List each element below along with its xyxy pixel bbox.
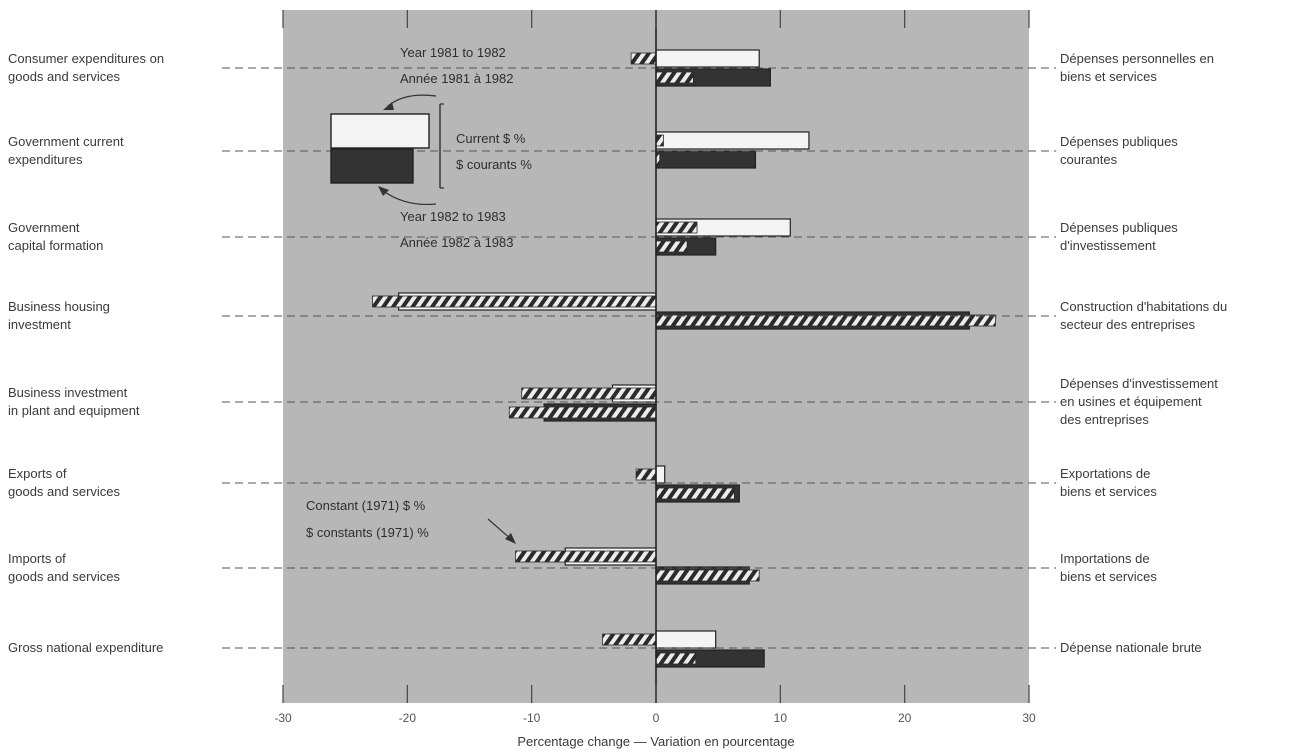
label-en-4-0: Business investment	[8, 385, 128, 400]
leader-lines	[222, 67, 1056, 649]
label-fr-6-1: biens et services	[1060, 569, 1157, 584]
label-fr-0-1: biens et services	[1060, 69, 1157, 84]
bar-constant-1981-1982-4	[521, 387, 657, 400]
label-en-1-1: expenditures	[8, 152, 83, 167]
label-fr-6-0: Importations de	[1060, 551, 1150, 566]
label-en-6-0: Imports of	[8, 551, 66, 566]
tick-label-5: 20	[898, 711, 912, 725]
tick-label-4: 10	[774, 711, 788, 725]
legend-year2: Year 1982 to 1983	[400, 209, 506, 224]
legend-constants: $ constants (1971) %	[306, 525, 429, 540]
bar-current-1981-1982-1	[655, 131, 810, 150]
legend-arrowhead-top	[383, 102, 394, 110]
label-en-4-1: in plant and equipment	[8, 403, 140, 418]
label-en-5-0: Exports of	[8, 466, 67, 481]
tick-label-2: -10	[523, 711, 541, 725]
legend-annee2: Année 1982 à 1983	[400, 235, 514, 250]
bar-constant-1981-1982-0	[630, 52, 657, 65]
legend-constant-arrowhead	[505, 533, 516, 544]
bar-constant-1982-1983-4	[508, 406, 657, 419]
label-en-3-0: Business housing	[8, 299, 110, 314]
english-category-labels: Consumer expenditures on goods and servic…	[8, 51, 164, 655]
tick-label-6: 30	[1022, 711, 1036, 725]
label-fr-4-1: en usines et équipement	[1060, 394, 1202, 409]
label-en-3-1: investment	[8, 317, 71, 332]
label-fr-1-0: Dépenses publiques	[1060, 134, 1178, 149]
label-fr-4-2: des entreprises	[1060, 412, 1149, 427]
bar-constant-1982-1983-0	[655, 71, 694, 84]
bar-constant-1981-1982-3	[372, 295, 657, 308]
label-en-5-1: goods and services	[8, 484, 121, 499]
label-en-1-0: Government current	[8, 134, 124, 149]
bar-current-1981-1982-0	[655, 49, 760, 68]
bar-constant-1981-1982-5	[635, 468, 657, 481]
label-fr-2-1: d'investissement	[1060, 238, 1156, 253]
label-en-0-1: goods and services	[8, 69, 121, 84]
bar-constant-1982-1983-7	[655, 652, 697, 665]
tick-label-0: -30	[274, 711, 292, 725]
bar-constant-1981-1982-7	[602, 633, 657, 646]
tick-label-1: -20	[399, 711, 417, 725]
bars-layer	[372, 49, 996, 668]
legend-annee1: Année 1981 à 1982	[400, 71, 514, 86]
legend-courants: $ courants %	[456, 157, 532, 172]
label-fr-3-1: secteur des entreprises	[1060, 317, 1196, 332]
label-fr-7-0: Dépense nationale brute	[1060, 640, 1202, 655]
bar-constant-1982-1983-6	[655, 569, 760, 582]
tick-label-3: 0	[653, 711, 660, 725]
legend-bracket-ends	[440, 103, 444, 189]
label-en-7-0: Gross national expenditure	[8, 640, 163, 655]
bar-constant-1981-1982-1	[655, 134, 664, 147]
x-axis-label: Percentage change — Variation en pourcen…	[517, 734, 794, 749]
bar-constant-1982-1983-5	[655, 487, 735, 500]
label-fr-2-0: Dépenses publiques	[1060, 220, 1178, 235]
bar-constant-1981-1982-2	[655, 221, 698, 234]
french-category-labels: Dépenses personnelles en biens et service…	[1060, 51, 1227, 655]
label-fr-3-0: Construction d'habitations du	[1060, 299, 1227, 314]
legend-year1: Year 1981 to 1982	[400, 45, 506, 60]
label-fr-5-0: Exportations de	[1060, 466, 1150, 481]
legend-constant: Constant (1971) $ %	[306, 498, 426, 513]
label-en-6-1: goods and services	[8, 569, 121, 584]
label-fr-0-0: Dépenses personnelles en	[1060, 51, 1214, 66]
legend-swatch-1982-1983	[330, 148, 414, 184]
legend-arrowhead-bottom	[378, 186, 389, 196]
bar-current-1982-1983-1	[655, 150, 757, 169]
bar-constant-1982-1983-3	[655, 314, 996, 327]
legend-current: Current $ %	[456, 131, 526, 146]
legend: Year 1981 to 1982 Année 1981 à 1982 Year 1…	[306, 45, 532, 544]
legend-swatch-1981-1982	[330, 113, 430, 149]
x-axis: -30 -20 -10 0 10 20 30	[274, 10, 1036, 725]
label-en-0-0: Consumer expenditures on	[8, 51, 164, 66]
label-fr-5-1: biens et services	[1060, 484, 1157, 499]
bar-current-1981-1982-5	[655, 465, 666, 484]
bar-constant-1982-1983-2	[655, 240, 688, 253]
label-en-2-1: capital formation	[8, 238, 103, 253]
label-fr-1-1: courantes	[1060, 152, 1118, 167]
label-en-2-0: Government	[8, 220, 80, 235]
bar-constant-1981-1982-6	[515, 550, 657, 563]
label-fr-4-0: Dépenses d'investissement	[1060, 376, 1218, 391]
bar-current-1981-1982-7	[655, 630, 717, 649]
